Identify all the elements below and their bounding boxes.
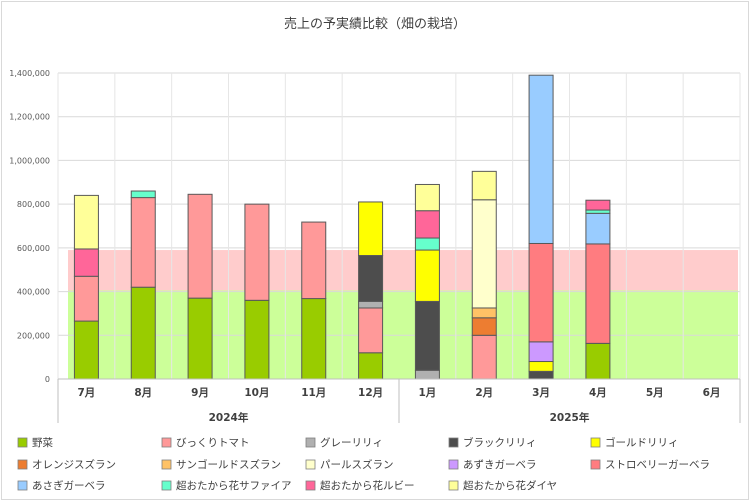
legend-swatch-7 [305,459,316,470]
bar-segment-4-0 [301,298,327,380]
legend-label-13: 超おたから花ダイヤ [463,479,557,492]
x-tick-label-11: 6月 [703,387,721,399]
x-tick-label-3: 10月 [244,387,269,399]
background-bands [68,250,738,379]
legend-label-1: びっくりトマト [176,437,250,449]
bar-segment-4-1 [301,221,327,300]
x-axis: 7月 8月 9月 10月 11月 12月 1月 2月 3月 4月 5月 6月 2024年 2025年 [57,378,741,424]
bar-segment-6-13 [414,183,440,212]
bar-segment-6-11 [414,237,440,251]
legend-label-10: あさぎガーベラ [32,479,106,492]
x-tick-label-2: 9月 [191,387,209,399]
bar-segment-8-9 [528,242,554,343]
bar-segment-6-12 [414,210,440,239]
bar-segment-8-8 [528,341,554,363]
bar-segment-5-0 [358,352,384,380]
bar-segment-0-0 [73,320,99,380]
y-axis: 0 200,000 400,000 600,000 800,000 1,000,000 1,… [9,69,50,384]
bar-segment-2-0 [187,297,213,380]
bar-segment-7-1 [471,334,497,380]
x-tick-label-5: 12月 [358,387,383,399]
y-tick-label-3: 600,000 [17,244,50,253]
bar-segment-8-10 [528,74,554,244]
bar-segment-9-9 [585,243,611,344]
x-tick-label-7: 2月 [475,387,493,399]
x-tick-label-6: 1月 [419,387,437,399]
x-tick-label-0: 7月 [78,387,96,399]
year-label-0: 2024年 [209,411,249,424]
x-tick-label-8: 3月 [532,387,550,399]
bar-segment-6-4 [414,249,440,302]
legend-swatch-0 [17,437,28,448]
legend-label-12: 超おたから花ルビー [320,479,415,492]
year-label-1: 2025年 [550,411,590,424]
legend-label-2: グレーリリィ [320,436,383,449]
y-tick-label-7: 1,400,000 [9,69,50,78]
legend-swatch-9 [590,459,601,470]
legend-label-7: パールスズラン [320,458,394,471]
legend-label-0: 野菜 [32,437,53,449]
chart-title: 売上の予実績比較（畑の栽培） [284,16,466,32]
bar-segment-0-12 [73,248,99,277]
legend-swatch-1 [161,437,172,448]
bar-segment-7-6 [471,307,497,319]
bar-segment-7-5 [471,317,497,336]
legend-swatch-8 [448,459,459,470]
bar-segment-5-1 [358,307,384,354]
bar-segment-0-13 [73,194,99,250]
bar-segment-6-2 [414,369,440,380]
x-tick-label-4: 11月 [301,387,326,399]
bar-segment-6-3 [414,300,440,371]
bar-segment-7-13 [471,170,497,201]
y-tick-label-0: 0 [45,375,50,384]
bar-segment-5-3 [358,255,384,302]
legend-label-9: ストロベリーガーベラ [605,459,710,471]
gridlines [57,72,741,380]
legend-swatch-4 [590,437,601,448]
legend-swatch-10 [17,480,28,491]
bar-segment-5-2 [358,300,384,309]
bar-segment-9-0 [585,342,611,380]
bar-segment-1-1 [130,197,156,288]
legend-label-3: ブラックリリィ [463,436,537,449]
bar-segment-3-1 [244,203,270,301]
bar-segment-0-1 [73,275,99,322]
bar-segment-1-0 [130,286,156,380]
background-band-1 [68,250,738,291]
bar-segment-9-10 [585,212,611,245]
legend-swatch-13 [448,480,459,491]
legend-swatch-2 [305,437,316,448]
legend-label-5: オレンジスズラン [32,458,116,471]
x-tick-label-10: 5月 [646,387,664,399]
bar-segment-2-1 [187,193,213,299]
y-tick-label-6: 1,200,000 [9,113,50,122]
bar-segment-3-0 [244,299,270,380]
legend-swatch-12 [305,480,316,491]
legend-label-8: あずきガーベラ [463,459,537,471]
legend-label-11: 超おたから花サファイア [176,479,292,492]
x-tick-label-9: 4月 [589,387,607,399]
y-tick-label-1: 200,000 [17,331,50,340]
legend-swatch-3 [448,437,459,448]
y-tick-label-2: 400,000 [17,288,50,297]
legend-label-4: ゴールドリリィ [605,436,679,449]
bar-segment-8-4 [528,361,554,372]
bars [73,74,611,380]
y-tick-label-5: 1,000,000 [9,156,50,165]
bar-segment-9-12 [585,199,611,211]
background-band-0 [68,290,738,379]
bar-segment-1-11 [130,190,156,199]
legend-label-6: サンゴールドスズラン [176,458,281,471]
legend-swatch-5 [17,459,28,470]
y-tick-label-4: 800,000 [17,200,50,209]
bar-segment-7-7 [471,199,497,309]
bar-segment-8-3 [528,370,554,380]
bar-segment-5-4 [358,201,384,257]
legend-swatch-11 [161,480,172,491]
legend-swatch-6 [161,459,172,470]
x-tick-label-1: 8月 [134,387,152,399]
